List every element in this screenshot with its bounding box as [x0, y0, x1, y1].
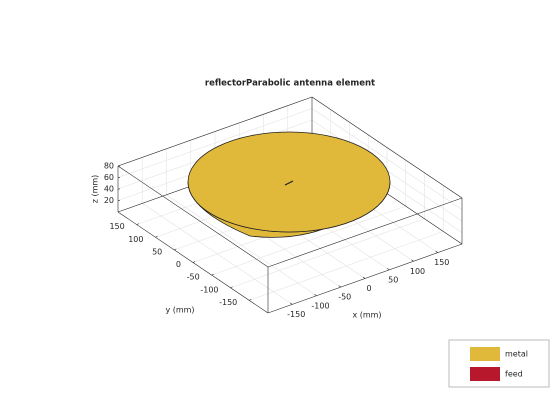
tick-mark	[192, 261, 196, 263]
y-axis-label: y (mm)	[165, 306, 194, 315]
tick-mark	[211, 273, 214, 276]
tick-mark	[249, 299, 252, 301]
x-tick-label: 50	[388, 275, 398, 284]
x-axis-label: x (mm)	[352, 311, 381, 320]
z-axis-label: z (mm)	[91, 175, 100, 204]
antenna	[187, 131, 391, 238]
axis-edge	[117, 96, 313, 167]
axis-edge	[117, 165, 269, 268]
feed	[284, 180, 294, 186]
grid-line	[211, 205, 406, 276]
legend: metal feed	[448, 339, 550, 388]
x-tick-label: 0	[366, 284, 371, 293]
z-tick-label: 60	[104, 173, 114, 182]
tick-mark	[435, 250, 438, 253]
y-tick-label: -50	[187, 273, 200, 282]
z-tick-label: 20	[104, 196, 114, 205]
tick-mark	[411, 259, 414, 262]
z-tick-label: 40	[104, 185, 114, 194]
tick-mark	[314, 294, 317, 296]
legend-label: feed	[505, 370, 523, 379]
x-tick-label: -100	[311, 301, 329, 310]
y-tick-label: 150	[109, 222, 124, 231]
y-tick-label: 50	[152, 247, 162, 256]
legend-label: metal	[505, 350, 528, 359]
legend-swatch	[470, 367, 500, 381]
grid-line	[230, 218, 425, 289]
legend-swatch	[470, 347, 500, 361]
x-tick-label: -150	[287, 310, 305, 319]
x-tick-label: -50	[338, 293, 351, 302]
z-tick-label: 80	[104, 162, 114, 171]
y-tick-label: 0	[176, 260, 181, 269]
y-tick-label: -150	[219, 298, 237, 307]
tick-mark	[290, 302, 293, 305]
y-tick-label: -100	[200, 285, 218, 294]
tick-mark	[230, 286, 233, 289]
x-tick-label: 100	[410, 267, 425, 276]
y-tick-label: 100	[128, 235, 143, 244]
grid-line	[311, 108, 463, 210]
tick-mark	[136, 223, 139, 225]
axis-edge	[267, 197, 463, 268]
grid-line	[117, 108, 313, 178]
axis-edge	[311, 96, 463, 199]
x-tick-label: 150	[434, 258, 449, 267]
chart-title: reflectorParabolic antenna element	[205, 79, 375, 89]
tick-mark	[338, 285, 341, 288]
tick-mark	[362, 276, 366, 279]
tick-mark	[155, 235, 158, 238]
tick-mark	[174, 248, 177, 251]
reflector-rim	[187, 131, 391, 233]
tick-mark	[387, 268, 390, 271]
grid-line	[249, 231, 444, 301]
